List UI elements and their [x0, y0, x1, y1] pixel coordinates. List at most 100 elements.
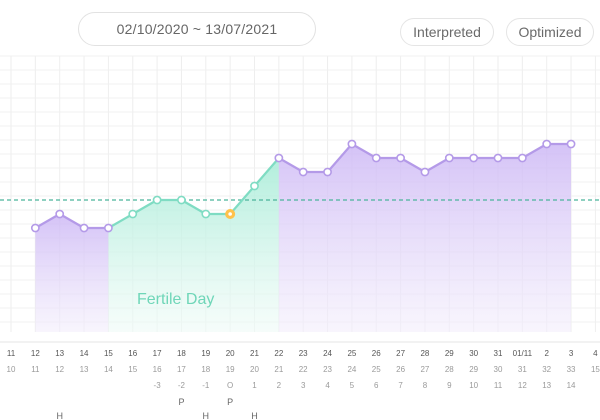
- ovulation-offset-label: 13: [542, 381, 551, 390]
- data-point: [517, 153, 527, 163]
- date-label: 01/11: [513, 349, 533, 358]
- ovulation-marker-center: [228, 212, 232, 216]
- fertile-area: [108, 158, 279, 332]
- cycle-day-label: 32: [542, 365, 551, 374]
- data-point: [542, 139, 552, 149]
- ovulation-offset-label: 3: [301, 381, 306, 390]
- data-point: [104, 223, 113, 233]
- h-mark: H: [56, 411, 63, 420]
- optimized-label: Optimized: [518, 24, 582, 40]
- interpreted-button[interactable]: Interpreted: [400, 18, 494, 46]
- date-label: 13: [55, 349, 64, 358]
- data-point: [128, 209, 138, 219]
- date-range-selector[interactable]: 02/10/2020 ~ 13/07/2021: [78, 12, 316, 46]
- date-label: 18: [177, 349, 186, 358]
- ovulation-offset-label: 10: [469, 381, 478, 390]
- pre-fertile-area: [35, 214, 109, 332]
- cycle-day-label: 18: [201, 365, 210, 374]
- data-point: [493, 153, 503, 163]
- date-label: 14: [80, 349, 89, 358]
- date-label: 28: [420, 349, 429, 358]
- ovulation-offset-label: 5: [350, 381, 355, 390]
- data-point: [347, 139, 357, 149]
- ovulation-offset-label: 8: [423, 381, 428, 390]
- series-segment: [350, 142, 378, 160]
- series-segment: [326, 142, 353, 174]
- data-point: [469, 153, 479, 163]
- ovulation-offset-label: 2: [277, 381, 282, 390]
- date-label: 25: [347, 349, 356, 358]
- series-segment: [423, 156, 451, 174]
- ovulation-offset-label: 11: [494, 381, 503, 390]
- fertile-day-label: Fertile Day: [137, 291, 214, 308]
- data-point: [444, 153, 454, 163]
- date-label: 19: [201, 349, 210, 358]
- date-label: 15: [104, 349, 113, 358]
- cycle-day-label: 14: [104, 365, 113, 374]
- cycle-day-label: 28: [445, 365, 454, 374]
- date-label: 24: [323, 349, 332, 358]
- chart-points: [30, 139, 576, 233]
- cycle-day-label: 25: [372, 365, 381, 374]
- data-point: [396, 153, 405, 163]
- cycle-day-label: 20: [250, 365, 259, 374]
- series-segment: [180, 198, 207, 216]
- cycle-day-label: 16: [153, 365, 162, 374]
- cycle-day-label: 31: [518, 365, 527, 374]
- cycle-day-label: 10: [7, 365, 16, 374]
- date-label: 17: [153, 349, 162, 358]
- ovulation-offset-label: 9: [447, 381, 452, 390]
- x-axis-labels: 111012111312H1413151416151716-31817-2P19…: [7, 349, 600, 420]
- cycle-day-label: 15: [591, 365, 600, 374]
- series-segment: [131, 198, 159, 216]
- data-point: [566, 139, 576, 149]
- ovulation-offset-label: 12: [518, 381, 527, 390]
- date-label: 3: [569, 349, 574, 358]
- date-label: 26: [372, 349, 381, 358]
- cycle-day-label: 17: [177, 365, 186, 374]
- ovulation-offset-label: -3: [154, 381, 162, 390]
- ovulation-offset-label: 4: [325, 381, 330, 390]
- data-point: [371, 153, 381, 163]
- cycle-day-label: 11: [31, 365, 40, 374]
- date-label: 31: [494, 349, 503, 358]
- cycle-day-label: 19: [226, 365, 235, 374]
- date-label: 21: [250, 349, 259, 358]
- data-point: [323, 167, 332, 177]
- data-point: [55, 209, 65, 219]
- series-segment: [521, 142, 548, 160]
- series-segment: [277, 156, 305, 174]
- date-label: 22: [274, 349, 283, 358]
- series-segment: [399, 156, 427, 174]
- p-mark: P: [227, 397, 233, 407]
- cycle-day-label: 29: [469, 365, 478, 374]
- cycle-day-label: 30: [494, 365, 503, 374]
- interpreted-label: Interpreted: [413, 24, 481, 40]
- h-mark: H: [203, 411, 210, 420]
- date-label: 4: [593, 349, 598, 358]
- ovulation-offset-label: 6: [374, 381, 379, 390]
- chart-fills: [35, 144, 572, 332]
- cycle-day-label: 33: [567, 365, 576, 374]
- data-point: [79, 223, 89, 233]
- ovulation-offset-label: -1: [202, 381, 210, 390]
- data-point: [274, 153, 284, 163]
- h-mark: H: [251, 411, 258, 420]
- date-label: 23: [299, 349, 308, 358]
- series-segment: [58, 212, 86, 230]
- series-segment: [107, 212, 134, 230]
- cycle-day-label: 22: [299, 365, 308, 374]
- date-label: 29: [445, 349, 454, 358]
- cycle-day-label: 24: [347, 365, 356, 374]
- optimized-button[interactable]: Optimized: [506, 18, 594, 46]
- cycle-day-label: 13: [80, 365, 89, 374]
- date-label: 2: [544, 349, 549, 358]
- ovulation-offset-label: 14: [567, 381, 576, 390]
- data-point: [177, 195, 186, 205]
- ovulation-offset-label: -2: [178, 381, 186, 390]
- date-label: 27: [396, 349, 405, 358]
- p-mark: P: [178, 397, 184, 407]
- date-label: 30: [469, 349, 478, 358]
- date-label: 11: [7, 349, 16, 358]
